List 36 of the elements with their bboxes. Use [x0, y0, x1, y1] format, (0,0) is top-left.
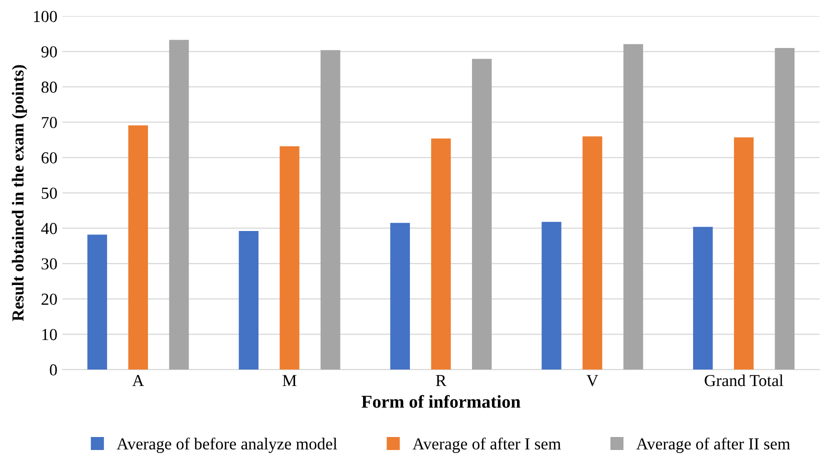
- bar: [280, 146, 300, 370]
- bar: [320, 50, 340, 370]
- legend-label: Average of after I sem: [412, 438, 561, 453]
- y-tick-label: 10: [42, 328, 57, 340]
- legend-label: Average of after II sem: [636, 438, 790, 453]
- bar: [128, 125, 148, 370]
- bar: [774, 48, 795, 370]
- y-tick-label: 60: [42, 152, 57, 164]
- y-tick-label: 30: [42, 258, 57, 270]
- bar: [582, 136, 602, 370]
- bar: [431, 138, 451, 370]
- bar: [390, 222, 410, 370]
- bar: [542, 222, 562, 370]
- x-tick-label: A: [132, 375, 144, 386]
- x-tick-label: Grand Total: [704, 374, 784, 386]
- y-tick-label: 70: [42, 116, 57, 128]
- y-tick-label: 40: [41, 222, 57, 234]
- bar: [238, 231, 258, 370]
- legend-label: Average of before analyze model: [116, 438, 338, 453]
- bar: [693, 226, 713, 370]
- x-tick-label: R: [436, 375, 446, 386]
- y-tick-label: 90: [41, 46, 57, 58]
- x-tick-label: M: [282, 375, 296, 386]
- y-tick-label: 100: [34, 10, 57, 22]
- y-tick-label: 50: [42, 188, 57, 199]
- y-tick-label: 80: [42, 82, 57, 93]
- bar: [734, 137, 754, 370]
- x-tick-label: V: [586, 375, 598, 386]
- y-tick-label: 20: [42, 294, 57, 305]
- bar: [169, 40, 189, 370]
- bar: [623, 44, 644, 370]
- bar: [87, 234, 108, 370]
- y-axis-title: Result obtained in the exam (points): [12, 65, 27, 322]
- y-tick-label: 0: [50, 364, 57, 376]
- bar: [472, 58, 492, 370]
- x-axis-title: Form of information: [362, 394, 520, 408]
